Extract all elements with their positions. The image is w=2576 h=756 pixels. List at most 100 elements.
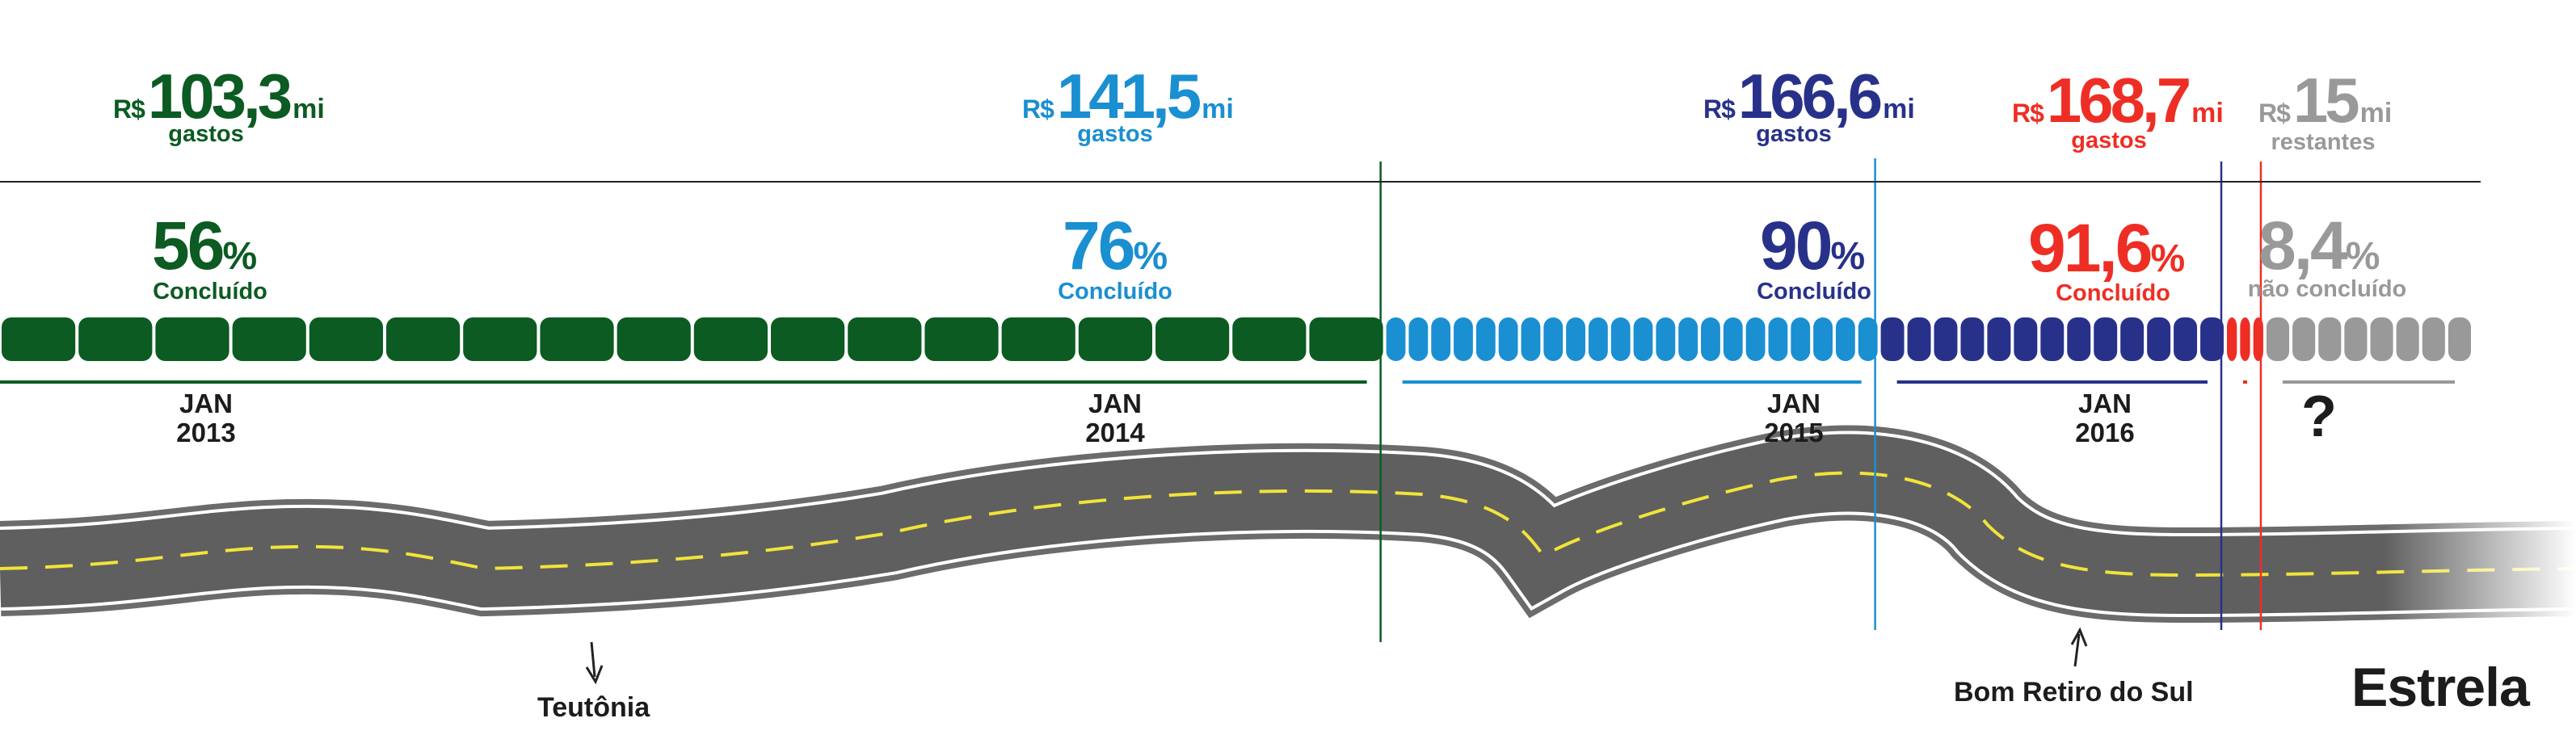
progress-block (1386, 317, 1406, 361)
segment-3-period: JAN 2015 (1729, 389, 1858, 447)
progress-block (1232, 317, 1307, 361)
progress-block (693, 317, 768, 361)
progress-block (155, 317, 229, 361)
amount-value: 141,5 (1056, 61, 1202, 132)
progress-block (1813, 317, 1833, 361)
progress-block (2094, 317, 2118, 361)
progress-block (78, 317, 153, 361)
progress-block (2120, 317, 2145, 361)
currency-label: R$ (2012, 99, 2044, 128)
unit-label: mi (1202, 94, 1234, 124)
percent-value: 76 (1063, 208, 1135, 284)
location-estrela: Estrela (2351, 657, 2530, 718)
segment-1-amount-label: gastos (168, 121, 244, 147)
progress-block (1566, 317, 1585, 361)
segment-1-status: Concluído (153, 279, 267, 304)
progress-block (2266, 317, 2290, 361)
location-bom-retiro-do-sul: Bom Retiro do Sul (1954, 677, 2194, 708)
percent-value: 56 (152, 208, 225, 284)
progress-block (848, 317, 922, 361)
progress-block (2396, 317, 2419, 361)
period-year: 2014 (1085, 418, 1145, 447)
segment-5-amount: R$15 mi (2258, 69, 2392, 132)
progress-block (2292, 317, 2316, 361)
period-month: JAN (179, 388, 234, 418)
progress-block (386, 317, 461, 361)
progress-block (1723, 317, 1743, 361)
progress-block (1907, 317, 1931, 361)
percent-value: 90 (1760, 208, 1833, 284)
teutonia-arrow-shaft (590, 641, 596, 678)
road-surface (0, 434, 2576, 615)
percent-symbol: % (2150, 237, 2186, 280)
percent-symbol: % (1133, 235, 1168, 278)
progress-block (1960, 317, 1985, 361)
amount-value: 168,7 (2046, 65, 2191, 136)
segment-4-status: Concluído (2056, 280, 2170, 306)
progress-block (1633, 317, 1653, 361)
segment-1-percent: 56% (152, 212, 257, 279)
progress-block (2318, 317, 2342, 361)
period-year: 2016 (2075, 418, 2135, 447)
road-center-line (0, 471, 2576, 578)
teutonia-arrow-head (585, 665, 604, 685)
progress-block (1656, 317, 1676, 361)
segment-2-amount-label: gastos (1077, 121, 1153, 147)
segment-4-amount: R$168,7 mi (2012, 69, 2224, 132)
progress-block (2227, 317, 2237, 361)
progress-block (1678, 317, 1698, 361)
progress-block (1309, 317, 1383, 361)
progress-block (771, 317, 845, 361)
currency-label: R$ (2258, 99, 2291, 128)
progress-block (1610, 317, 1631, 361)
period-year: 2015 (1764, 418, 1824, 447)
road (0, 425, 2576, 646)
progress-block (232, 317, 306, 361)
segment-3-status: Concluído (1757, 279, 1871, 304)
progress-block (2448, 317, 2471, 361)
progress-block (2240, 317, 2250, 361)
period-month: JAN (2077, 388, 2132, 418)
currency-label: R$ (113, 94, 145, 124)
amount-value: 166,6 (1737, 61, 1883, 132)
progress-block (1454, 317, 1473, 361)
progress-block (309, 317, 383, 361)
segment-1-amount: R$103,3 mi (113, 65, 325, 128)
progress-block (2370, 317, 2393, 361)
progress-block (2040, 317, 2065, 361)
progress-block (2200, 317, 2224, 361)
progress-block (1475, 317, 1496, 361)
period-year: 2013 (176, 418, 236, 447)
progress-block (924, 317, 999, 361)
segment-2-status: Concluído (1058, 279, 1172, 304)
segment-2-amount: R$141,5 mi (1022, 65, 1234, 128)
progress-block (2174, 317, 2198, 361)
progress-block (2067, 317, 2091, 361)
segment-4-percent: 91,6% (2028, 214, 2185, 282)
unit-label: mi (293, 94, 325, 124)
progress-block (1498, 317, 1518, 361)
bom-retiro-arrow-head (2070, 627, 2088, 647)
progress-block (1155, 317, 1230, 361)
road-fade (2384, 452, 2576, 646)
progress-block (1701, 317, 1720, 361)
bom-retiro-arrow-shaft (2073, 633, 2081, 667)
progress-block (1987, 317, 2011, 361)
segment-5-amount-label: restantes (2271, 129, 2376, 155)
segment-5-percent: 8,4% (2258, 212, 2380, 279)
segment-3-amount-label: gastos (1756, 121, 1832, 147)
period-month: JAN (1088, 388, 1143, 418)
currency-label: R$ (1022, 94, 1054, 124)
progress-block (1745, 317, 1766, 361)
progress-block (1431, 317, 1451, 361)
progress-block (2422, 317, 2445, 361)
progress-block (1408, 317, 1429, 361)
progress-block (1858, 317, 1878, 361)
percent-symbol: % (2345, 235, 2380, 278)
amount-value: 103,3 (147, 61, 293, 132)
unit-label: mi (2191, 98, 2224, 128)
amount-value: 15 (2292, 65, 2360, 136)
progress-block (1934, 317, 1958, 361)
progress-block (2344, 317, 2368, 361)
